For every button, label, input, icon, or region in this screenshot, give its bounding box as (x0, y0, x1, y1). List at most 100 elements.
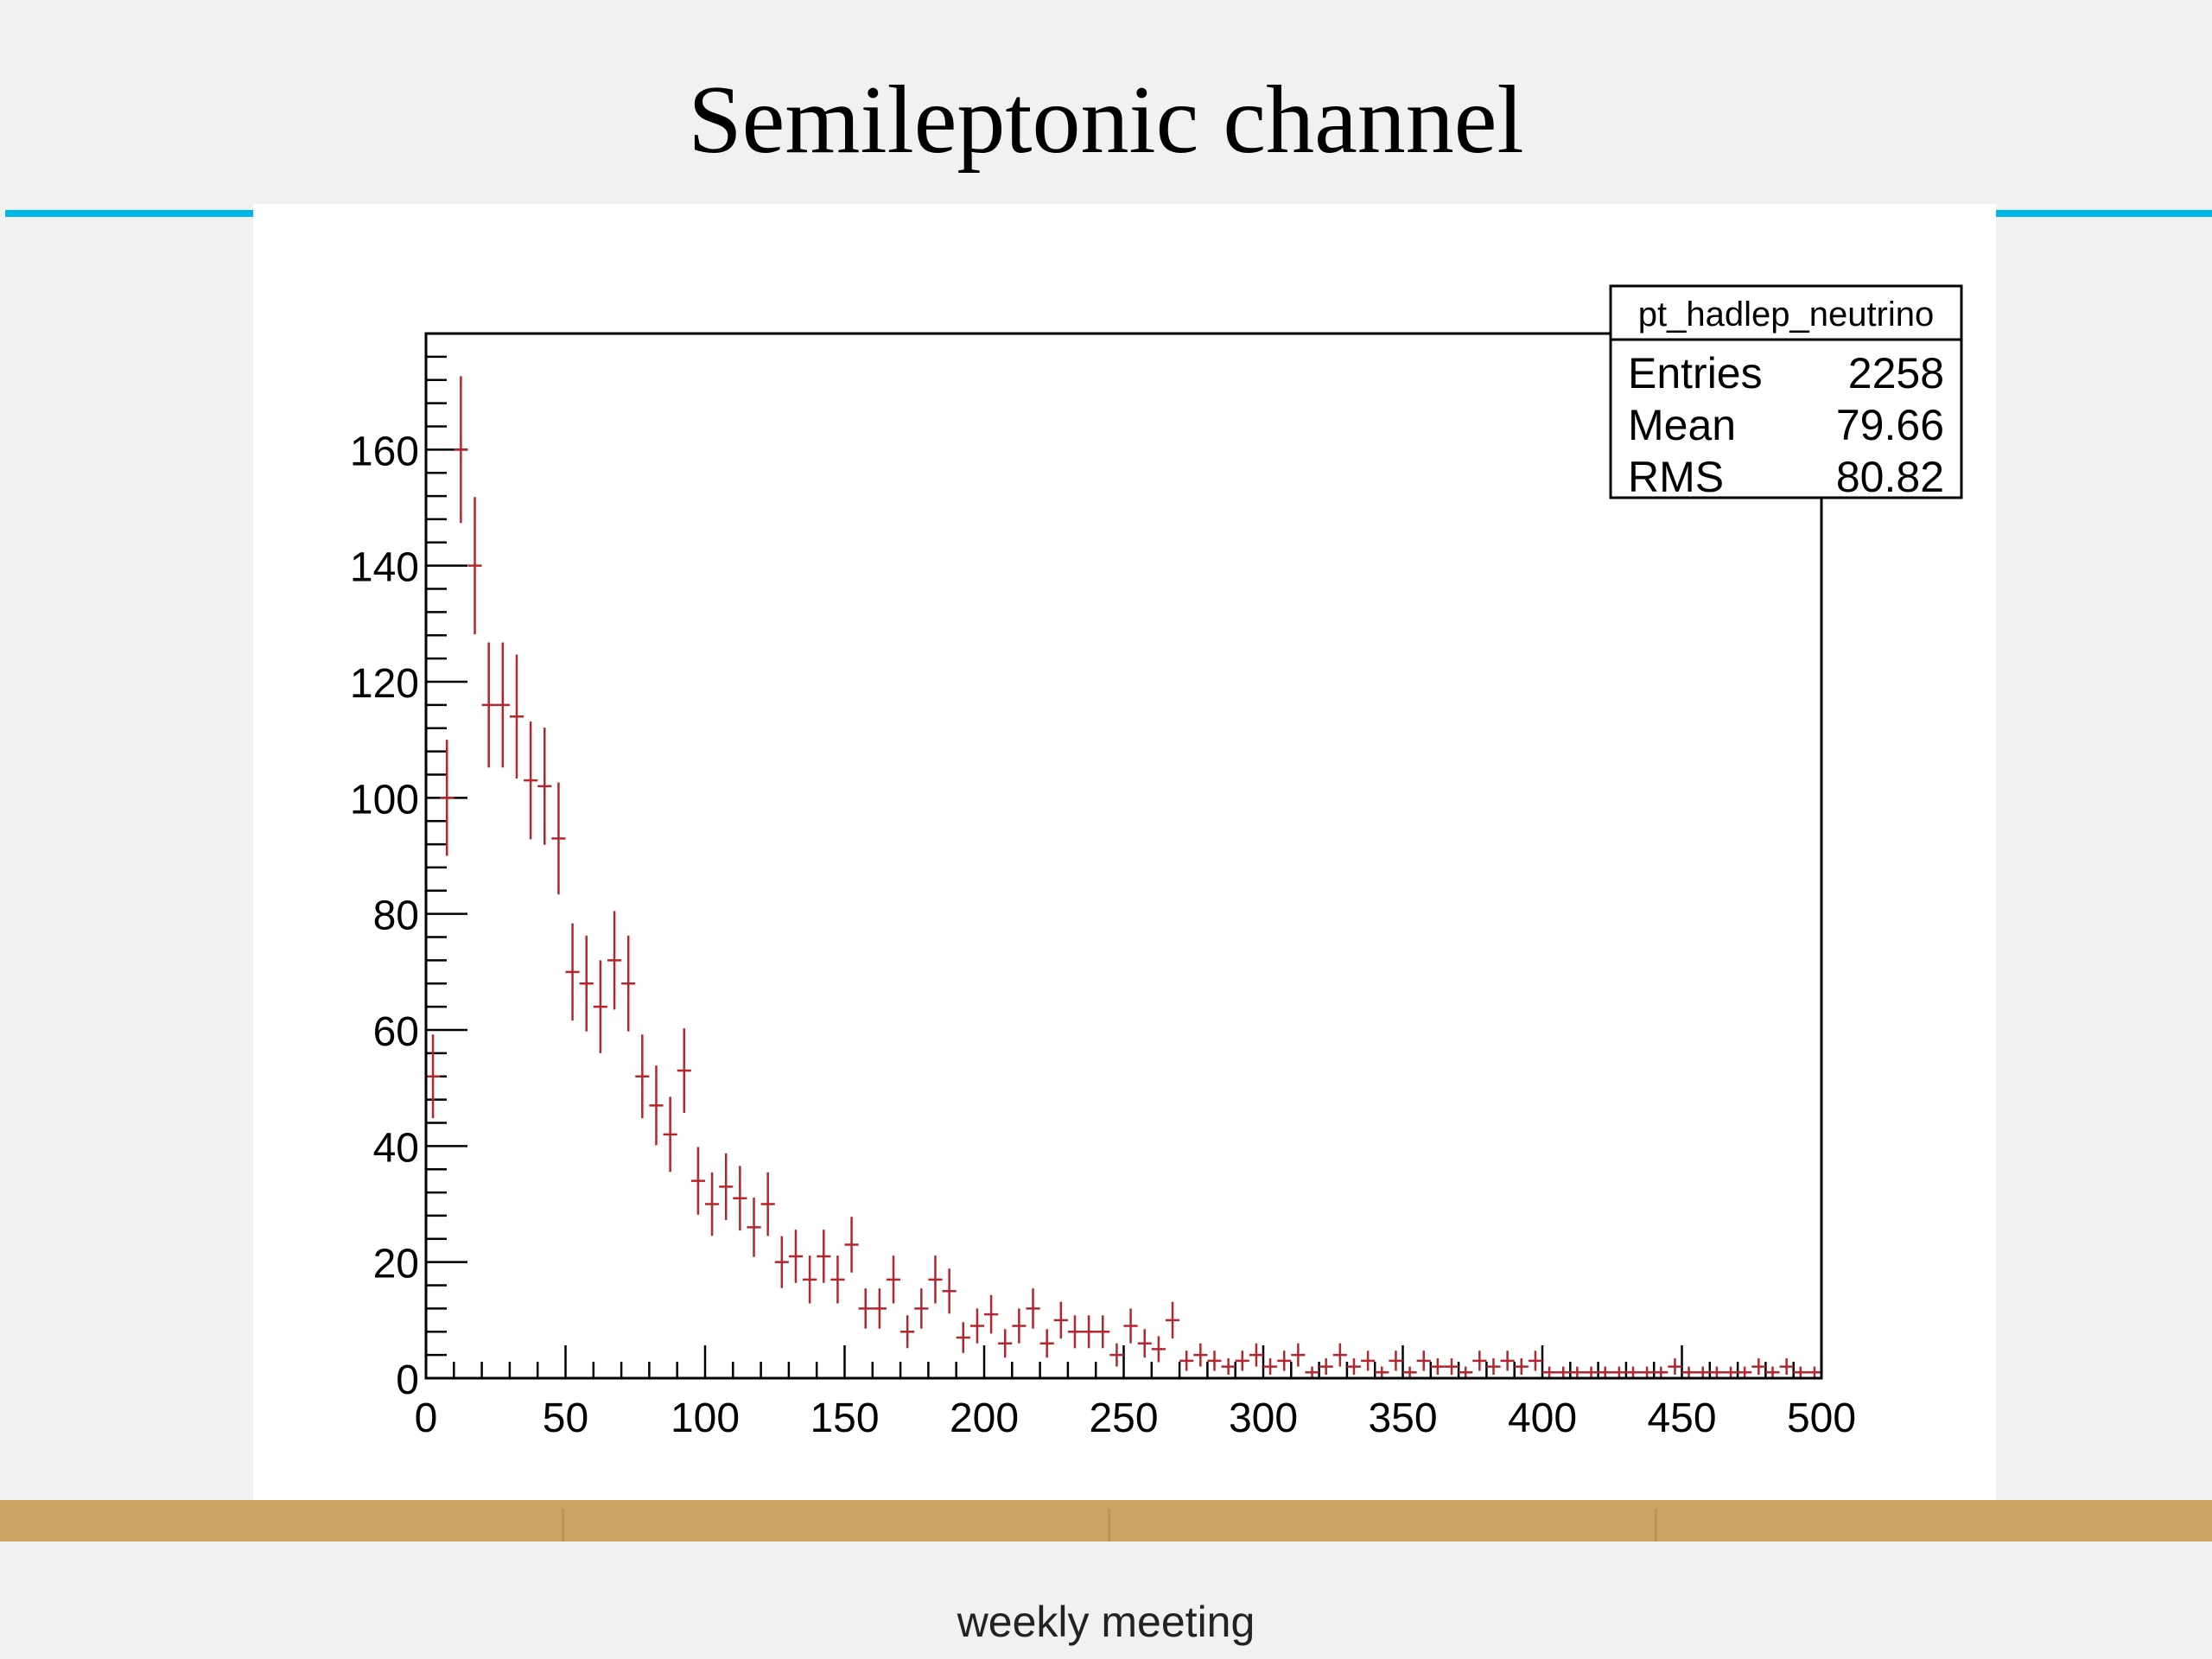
data-point (1012, 1308, 1027, 1344)
data-point (1137, 1329, 1152, 1358)
stats-entries-value: 2258 (1848, 349, 1944, 397)
data-point (1695, 1366, 1710, 1378)
data-point (1668, 1358, 1682, 1376)
data-point (1221, 1358, 1236, 1376)
data-point (495, 642, 510, 768)
data-point (1026, 1288, 1040, 1329)
stats-mean-value: 79.66 (1836, 401, 1944, 449)
gold-bar-separator (1108, 1509, 1110, 1541)
plot-panel: 0 20 40 60 80 100 120 140 160 0 50 100 150 200 250 300 3… (253, 204, 1996, 1509)
y-tick-label: 160 (350, 429, 419, 474)
data-point (1654, 1366, 1669, 1378)
stats-entries-label: Entries (1628, 349, 1763, 397)
axis-tick-labels: 0 20 40 60 80 100 120 140 160 0 50 100 150 200 250 300 3… (350, 429, 1856, 1441)
data-point (1514, 1358, 1529, 1376)
x-tick-label: 100 (671, 1395, 740, 1441)
data-point (1277, 1351, 1292, 1371)
data-point (747, 1198, 761, 1257)
data-point (1389, 1351, 1403, 1371)
data-point (705, 1172, 720, 1236)
data-point (1542, 1366, 1557, 1378)
data-point (1096, 1315, 1110, 1349)
y-tick-label: 0 (396, 1357, 419, 1403)
data-point (858, 1288, 873, 1329)
data-point (1486, 1358, 1501, 1376)
data-point (1249, 1343, 1263, 1367)
data-point (1611, 1366, 1626, 1378)
accent-line-right (1996, 210, 2212, 217)
data-point (690, 1147, 705, 1215)
stats-box: pt_hadlep_neutrino Entries 2258 Mean 79.… (1609, 284, 1963, 501)
data-point (440, 740, 454, 856)
data-point (900, 1315, 915, 1349)
x-tick-label: 500 (1787, 1395, 1856, 1441)
data-point (956, 1322, 970, 1353)
data-point (830, 1255, 845, 1304)
data-point (1332, 1343, 1347, 1367)
data-point (1738, 1366, 1752, 1378)
data-point (1598, 1366, 1612, 1378)
y-tick-label: 40 (373, 1125, 419, 1171)
data-point (1459, 1366, 1473, 1378)
gold-bar-separator (1655, 1509, 1657, 1541)
data-point (803, 1255, 817, 1304)
data-point (1346, 1358, 1362, 1376)
data-point (1193, 1343, 1208, 1367)
data-point (1709, 1366, 1724, 1378)
x-tick-label: 300 (1229, 1395, 1298, 1441)
data-point (426, 1034, 441, 1119)
data-point (1179, 1351, 1194, 1371)
y-tick-label: 20 (373, 1242, 419, 1287)
data-point (1067, 1315, 1083, 1349)
data-point (593, 960, 607, 1053)
stats-mean-label: Mean (1628, 401, 1736, 449)
data-point (467, 497, 482, 635)
data-point (1151, 1336, 1166, 1363)
data-point (1807, 1366, 1821, 1378)
data-point (1765, 1366, 1780, 1378)
data-point (942, 1268, 957, 1314)
data-points (426, 376, 1821, 1378)
y-tick-label: 120 (350, 661, 419, 707)
data-point (537, 728, 552, 845)
data-point (1165, 1301, 1180, 1339)
data-point (1556, 1366, 1571, 1378)
data-point (844, 1217, 859, 1273)
data-point (774, 1236, 789, 1288)
y-tick-label: 140 (350, 545, 419, 591)
data-point (1584, 1366, 1599, 1378)
data-point (1640, 1366, 1655, 1378)
data-point (969, 1308, 984, 1344)
data-point (1319, 1358, 1333, 1376)
data-point (454, 376, 468, 524)
data-point (1039, 1329, 1054, 1358)
data-point (733, 1166, 747, 1231)
data-point (984, 1294, 999, 1334)
data-point (914, 1288, 929, 1329)
y-tick-label: 80 (373, 893, 419, 939)
data-point (1361, 1351, 1376, 1371)
data-point (677, 1028, 691, 1113)
x-tick-label: 150 (810, 1395, 879, 1441)
plot-frame (424, 332, 1823, 1380)
data-point (579, 935, 594, 1032)
x-tick-label: 250 (1089, 1395, 1158, 1441)
data-point (1416, 1351, 1431, 1371)
data-point (1570, 1366, 1585, 1378)
data-point (481, 642, 496, 768)
data-point (649, 1065, 664, 1146)
x-tick-label: 50 (543, 1395, 588, 1441)
data-point (928, 1255, 943, 1304)
data-point (635, 1034, 650, 1119)
data-point (1291, 1343, 1306, 1367)
x-tick-label: 350 (1368, 1395, 1437, 1441)
x-tick-label: 200 (950, 1395, 1019, 1441)
gold-bar-separator (562, 1509, 564, 1541)
data-point (1681, 1366, 1696, 1378)
axis-ticks (424, 332, 1823, 1380)
stats-rms-value: 80.82 (1836, 453, 1944, 501)
stats-rms-label: RMS (1628, 453, 1724, 501)
data-point (1472, 1351, 1487, 1371)
data-point (663, 1096, 677, 1173)
y-tick-label: 60 (373, 1009, 419, 1055)
